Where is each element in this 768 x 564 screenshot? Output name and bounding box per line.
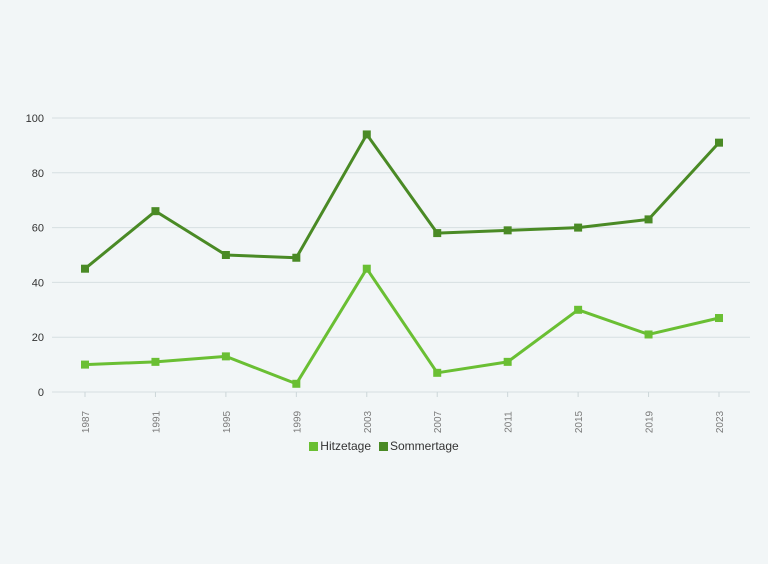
grid-lines [52,117,750,393]
data-point[interactable] [292,253,301,262]
data-point[interactable] [362,130,371,139]
data-point[interactable] [81,360,89,369]
legend-label-hitzetage: Hitzetage [320,439,371,453]
data-point[interactable] [574,223,583,232]
legend-swatch-hitzetage [309,441,319,451]
data-point[interactable] [81,264,89,273]
y-axis-ticks: 0 20 40 60 80 100 [26,113,44,399]
x-tick-label: 2007 [433,410,444,433]
x-tick-label: 1991 [151,410,162,433]
data-point[interactable] [362,264,371,273]
x-tick-label: 2011 [504,411,515,433]
series-line-hitzetage [83,267,721,386]
data-point[interactable] [574,305,583,314]
data-point[interactable] [292,379,301,388]
x-tick-label: 1995 [222,410,233,433]
data-point[interactable] [221,251,230,259]
legend-item-hitzetage[interactable]: Hitzetage [309,439,371,453]
legend-swatch-sommertage [379,441,388,451]
legend-item-sommertage[interactable]: Sommertage [379,439,459,453]
series-group [81,130,723,388]
x-tick-label: 2015 [574,410,585,433]
legend: Hitzetage Sommertage [0,439,768,453]
x-tick-label: 2023 [715,410,726,433]
data-point[interactable] [644,330,653,339]
data-point[interactable] [433,229,442,238]
data-point[interactable] [433,368,442,377]
x-tick-label: 1987 [81,410,92,433]
y-tick-label: 80 [32,168,44,180]
series-line-sommertage [83,132,721,271]
y-tick-label: 0 [38,387,44,399]
data-point[interactable] [221,352,230,361]
x-tick-label: 2019 [645,410,656,433]
y-tick-label: 40 [32,277,44,289]
series-hitzetage [81,264,723,388]
data-point[interactable] [151,357,160,366]
data-point[interactable] [715,314,723,323]
x-axis-ticks: 1987 1991 1995 1999 2003 2007 2011 2015 2019 2023 [81,392,726,433]
x-tick-label: 2003 [363,410,374,433]
data-point[interactable] [644,215,653,224]
y-tick-label: 20 [32,332,44,344]
data-point[interactable] [715,138,723,147]
data-point[interactable] [151,207,160,216]
series-sommertage [81,130,723,273]
x-tick-label: 1999 [292,410,303,433]
data-point[interactable] [503,357,512,366]
legend-label-sommertage: Sommertage [390,439,459,453]
data-point[interactable] [503,226,512,235]
y-tick-label: 60 [32,223,44,235]
y-tick-label: 100 [26,113,44,125]
